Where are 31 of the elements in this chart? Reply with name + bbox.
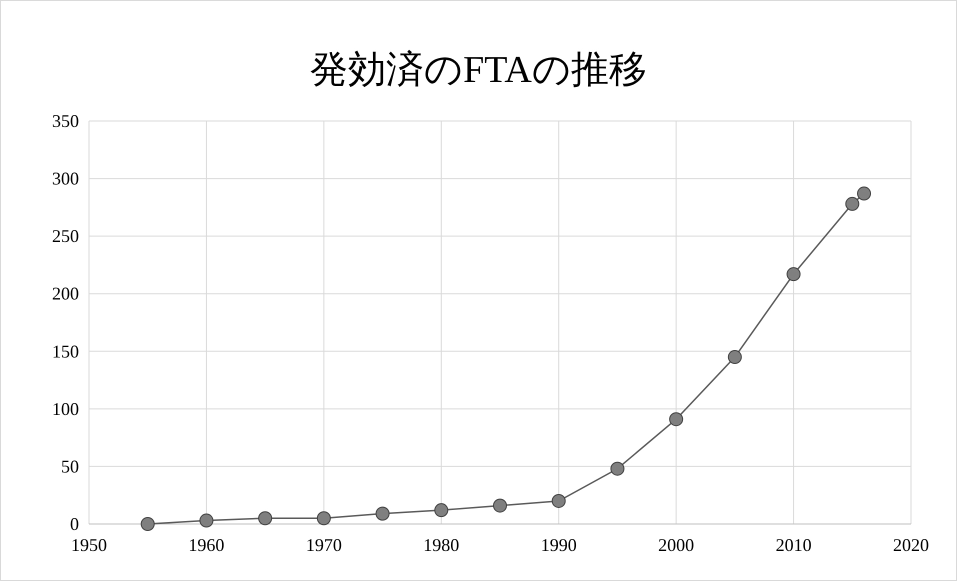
y-tick-label: 300 — [52, 168, 79, 189]
y-tick-label: 100 — [52, 398, 79, 419]
point — [140, 517, 155, 531]
point — [258, 511, 272, 526]
y-tick-label: 250 — [52, 226, 79, 246]
point — [376, 506, 390, 521]
y-tick-label: 200 — [52, 284, 79, 304]
point — [728, 350, 742, 364]
point — [434, 503, 448, 518]
point — [669, 412, 684, 426]
y-tick-label: 150 — [52, 341, 79, 362]
y-tick-label: 350 — [52, 111, 79, 131]
x-tick-label: 1990 — [540, 535, 577, 555]
point — [552, 494, 566, 508]
chart-title: 発効済のFTAの推移 — [310, 49, 647, 91]
point — [786, 267, 801, 282]
point — [493, 498, 507, 513]
y-tick-label: 0 — [70, 514, 79, 534]
x-tick-label: 2020 — [893, 535, 929, 555]
x-tick-label: 1970 — [306, 535, 342, 555]
x-tick-label: 2000 — [658, 535, 694, 555]
point — [316, 511, 331, 526]
x-tick-label: 2010 — [776, 535, 812, 555]
point — [610, 462, 624, 476]
point — [857, 186, 872, 201]
x-tick-label: 1960 — [188, 535, 224, 555]
point — [845, 196, 860, 211]
x-tick-label: 1980 — [423, 535, 460, 555]
x-tick-label: 1950 — [71, 535, 107, 555]
point — [199, 514, 214, 528]
y-tick-label: 50 — [61, 456, 79, 476]
